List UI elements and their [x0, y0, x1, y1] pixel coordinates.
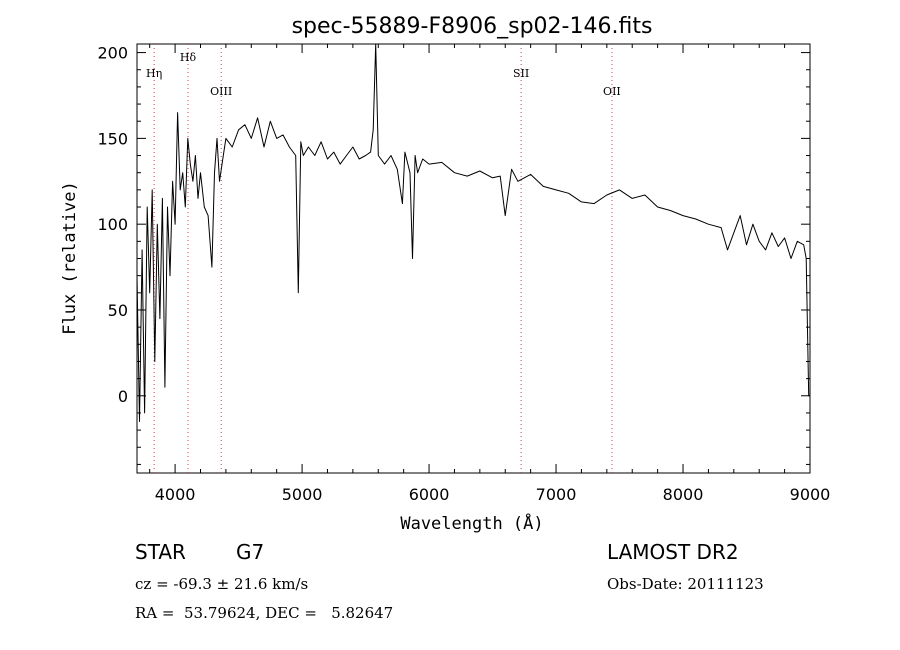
y-tick-label: 150 — [97, 129, 128, 148]
y-tick-label: 50 — [108, 301, 128, 320]
x-tick-label: 6000 — [409, 485, 450, 504]
x-tick-label: 7000 — [536, 485, 577, 504]
spectral-line-markers: Hη Hδ OIII SII OII — [146, 44, 621, 473]
series-group — [136, 43, 810, 422]
x-tick-label: 5000 — [282, 485, 323, 504]
y-tick-label: 0 — [118, 387, 128, 406]
axis-ticks: 4000 5000 6000 7000 8000 9000 0 50 100 150 200 — [97, 44, 830, 504]
y-axis-label: Flux (relative) — [60, 181, 80, 335]
x-tick-label: 8000 — [663, 485, 704, 504]
coordinates: RA = 53.79624, DEC = 5.82647 — [135, 604, 394, 622]
plot-frame — [136, 43, 811, 474]
line-marker-label: SII — [513, 67, 529, 80]
survey-name: LAMOST DR2 — [607, 540, 739, 564]
x-axis-label: Wavelength (Å) — [400, 512, 543, 534]
x-tick-label: 9000 — [790, 485, 831, 504]
object-subclass: G7 — [236, 540, 265, 564]
line-marker-label: Hδ — [180, 51, 197, 64]
x-tick-label: 4000 — [155, 485, 196, 504]
y-tick-label: 200 — [97, 44, 128, 63]
line-marker-label: OII — [603, 85, 621, 98]
object-class: STAR — [135, 540, 186, 564]
chart-title: spec-55889-F8906_sp02-146.fits — [292, 14, 653, 39]
observation-date: Obs-Date: 20111123 — [607, 575, 764, 593]
redshift-value: cz = -69.3 ± 21.6 km/s — [135, 575, 309, 593]
y-tick-label: 100 — [97, 215, 128, 234]
spectrum-series-line — [136, 43, 810, 422]
line-marker-label: OIII — [210, 85, 232, 98]
line-marker-label: Hη — [146, 67, 162, 80]
